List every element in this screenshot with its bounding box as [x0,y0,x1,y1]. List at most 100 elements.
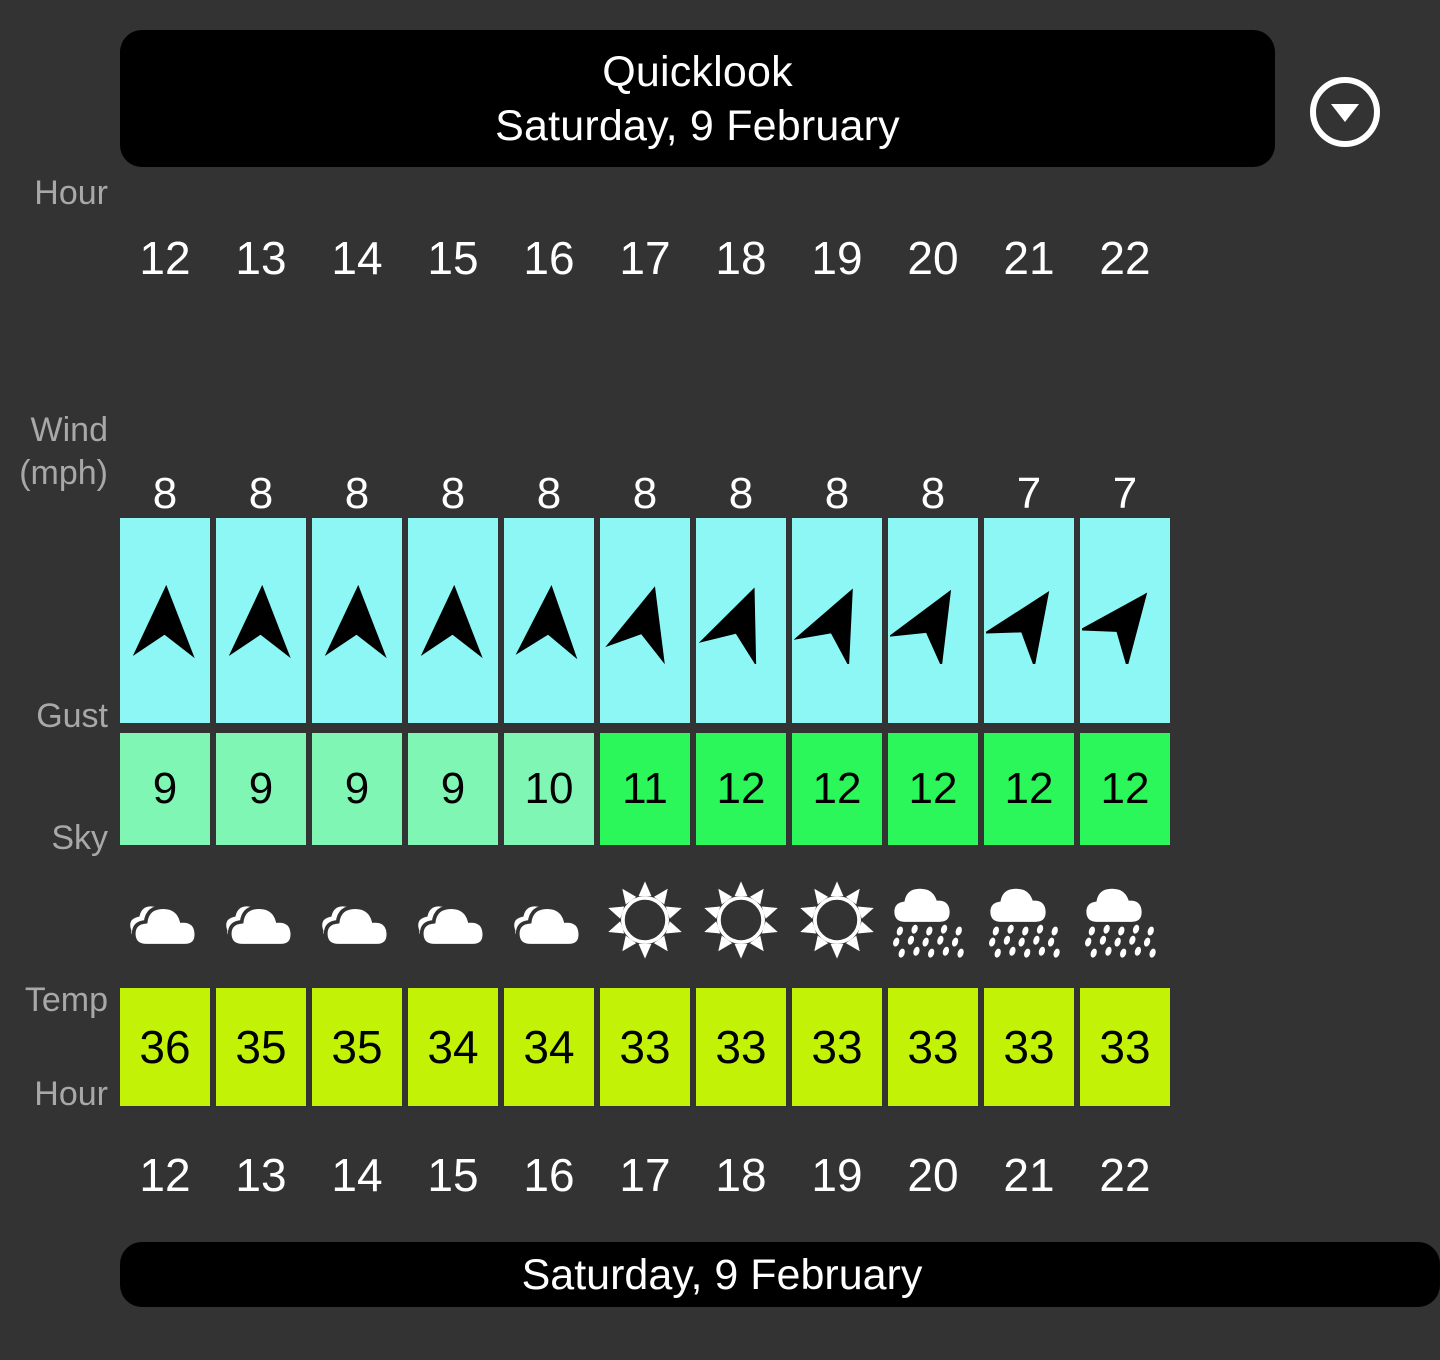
gust-cell: 12 [696,733,786,845]
temp-cell: 33 [696,988,786,1106]
sunny-icon [695,870,787,970]
sky-cell [216,862,306,977]
wind-cell: 8 [216,470,306,723]
cloudy-icon [311,870,403,970]
quicklook-header-panel[interactable]: Quicklook Saturday, 9 February [120,30,1275,167]
sunny-icon [599,870,691,970]
rain-icon [887,870,979,970]
hour-cell-bottom: 12 [139,1149,191,1201]
hour-cell-top: 15 [427,232,479,284]
temp-cell: 35 [216,988,306,1106]
wind-direction-arrow-icon [602,578,688,664]
row-label-sky: Sky [51,819,108,857]
sky-cell [312,862,402,977]
gust-cell: 9 [216,733,306,845]
hour-row-top: 12 13 14 15 16 17 18 19 20 21 22 [120,228,1170,288]
gust-cell: 12 [792,733,882,845]
wind-direction-arrow-icon [890,578,976,664]
wind-speed-value: 8 [536,469,562,518]
gust-row: 9 9 9 9 10 11 12 12 12 12 12 [120,733,1170,845]
hour-cell-top: 12 [139,232,191,284]
gust-cell: 9 [312,733,402,845]
temp-cell: 33 [1080,988,1170,1106]
gust-cell: 10 [504,733,594,845]
sky-cell [1080,862,1170,977]
wind-cell: 7 [1080,470,1170,723]
wind-cell: 8 [600,470,690,723]
footer-date-panel[interactable]: Saturday, 9 February [120,1242,1440,1307]
wind-cell: 8 [696,470,786,723]
wind-speed-value: 8 [152,469,178,518]
wind-speed-value: 8 [632,469,658,518]
hour-cell-bottom: 14 [331,1149,383,1201]
gust-cell: 12 [1080,733,1170,845]
gust-cell: 9 [408,733,498,845]
wind-speed-value: 8 [248,469,274,518]
gust-cell: 12 [888,733,978,845]
temp-cell: 33 [792,988,882,1106]
sky-cell [888,862,978,977]
wind-cell: 8 [792,470,882,723]
hour-cell-top: 22 [1099,232,1151,284]
wind-direction-arrow-icon [698,578,784,664]
wind-speed-value: 8 [920,469,946,518]
wind-speed-value: 8 [728,469,754,518]
wind-speed-value: 8 [824,469,850,518]
wind-direction-arrow-icon [218,578,304,664]
hour-cell-bottom: 17 [619,1149,671,1201]
temp-cell: 34 [504,988,594,1106]
hour-cell-top: 17 [619,232,671,284]
wind-speed-value: 7 [1112,469,1138,518]
wind-direction-arrow-icon [1082,578,1168,664]
gust-cell: 12 [984,733,1074,845]
temp-cell: 33 [888,988,978,1106]
hour-cell-top: 19 [811,232,863,284]
wind-direction-arrow-icon [122,578,208,664]
hour-cell-bottom: 21 [1003,1149,1055,1201]
hour-cell-bottom: 16 [523,1149,575,1201]
wind-cell: 8 [408,470,498,723]
header-date: Saturday, 9 February [495,101,900,150]
temp-cell: 33 [600,988,690,1106]
wind-speed-value: 8 [344,469,370,518]
wind-cell: 8 [312,470,402,723]
row-label-gust: Gust [36,697,108,735]
sky-row [120,862,1170,977]
wind-cell: 8 [120,470,210,723]
rain-icon [983,870,1075,970]
cloudy-icon [407,870,499,970]
sky-cell [408,862,498,977]
sky-cell [984,862,1074,977]
row-label-hour-top: Hour [34,174,108,212]
sky-cell [120,862,210,977]
temp-cell: 36 [120,988,210,1106]
hour-cell-bottom: 18 [715,1149,767,1201]
hour-cell-top: 18 [715,232,767,284]
cloudy-icon [119,870,211,970]
hour-cell-bottom: 19 [811,1149,863,1201]
sky-cell [696,862,786,977]
temp-cell: 34 [408,988,498,1106]
chevron-down-circle-icon[interactable] [1306,73,1384,151]
gust-cell: 11 [600,733,690,845]
row-label-hour-bottom: Hour [34,1075,108,1113]
temp-cell: 35 [312,988,402,1106]
wind-direction-arrow-icon [506,578,592,664]
sky-cell [504,862,594,977]
cloudy-icon [215,870,307,970]
hour-cell-top: 14 [331,232,383,284]
page-title: Quicklook [602,47,793,96]
sky-cell [792,862,882,977]
hour-cell-top: 13 [235,232,287,284]
row-label-temp: Temp [24,981,108,1019]
wind-cell: 7 [984,470,1074,723]
hour-cell-bottom: 13 [235,1149,287,1201]
wind-cell: 8 [888,470,978,723]
temp-row: 36 35 35 34 34 33 33 33 33 33 33 [120,988,1170,1106]
hour-row-bottom: 12 13 14 15 16 17 18 19 20 21 22 [120,1145,1170,1205]
wind-direction-arrow-icon [986,578,1072,664]
hour-cell-bottom: 22 [1099,1149,1151,1201]
sunny-icon [791,870,883,970]
wind-cell: 8 [504,470,594,723]
